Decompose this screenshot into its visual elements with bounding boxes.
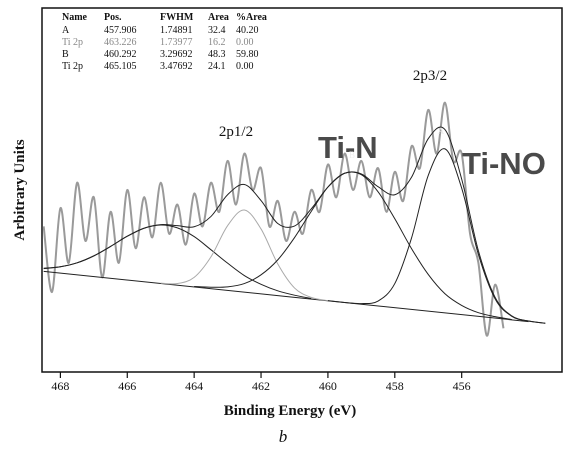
table-cell: B [62, 49, 69, 60]
annotation: Ti-N [318, 130, 378, 165]
table-cell: 1.73977 [160, 37, 193, 48]
y-axis-label: Arbitrary Units [12, 139, 28, 240]
x-axis-label: Binding Energy (eV) [224, 403, 357, 419]
table-header: Pos. [104, 12, 122, 23]
x-tick-label: 462 [252, 379, 270, 393]
table-header: FWHM [160, 12, 194, 23]
table-cell: 16.2 [208, 37, 226, 48]
plot-frame [41, 7, 563, 373]
annotation: 2p3/2 [413, 68, 447, 84]
annotation: 2p1/2 [219, 124, 253, 140]
table-cell: 0.00 [236, 61, 254, 72]
table-header: Name [62, 12, 88, 23]
x-tick-label: 464 [185, 379, 203, 393]
x-tick-label: 468 [51, 379, 69, 393]
table-cell: 0.00 [236, 37, 254, 48]
table-cell: 1.74891 [160, 25, 193, 36]
x-tick-label: 458 [386, 379, 404, 393]
table-header: Area [208, 12, 229, 23]
x-tick-label: 456 [453, 379, 471, 393]
table-cell: 48.3 [208, 49, 226, 60]
curves [42, 101, 546, 337]
series-line [43, 126, 546, 324]
table-cell: 32.4 [208, 25, 226, 36]
table-cell: 24.1 [208, 61, 226, 72]
x-tick-label: 466 [118, 379, 136, 393]
series-line [194, 171, 512, 321]
caption: b [279, 427, 288, 446]
table-cell: 457.906 [104, 25, 137, 36]
table-header: %Area [236, 12, 267, 23]
series-line [43, 270, 529, 323]
table-cell: 40.20 [236, 25, 259, 36]
annotation: A [438, 126, 445, 136]
table-cell: 460.292 [104, 49, 137, 60]
table-cell: Ti 2p [62, 61, 83, 72]
annotation: B [349, 150, 355, 160]
fit-table: Name Pos. FWHM Area %Area A 457.906 1.74891 32.4… [62, 12, 267, 72]
table-cell: 463.226 [104, 37, 137, 48]
table-cell: 3.29692 [160, 49, 193, 60]
annotation: Ti-NO [462, 146, 546, 181]
table-cell: 465.105 [104, 61, 137, 72]
series-line [160, 209, 329, 302]
series-line [42, 101, 505, 337]
table-cell: A [62, 25, 70, 36]
x-tick-label: 460 [319, 379, 337, 393]
table-cell: 3.47692 [160, 61, 193, 72]
table-cell: Ti 2p [62, 37, 83, 48]
table-cell: 59.80 [236, 49, 259, 60]
